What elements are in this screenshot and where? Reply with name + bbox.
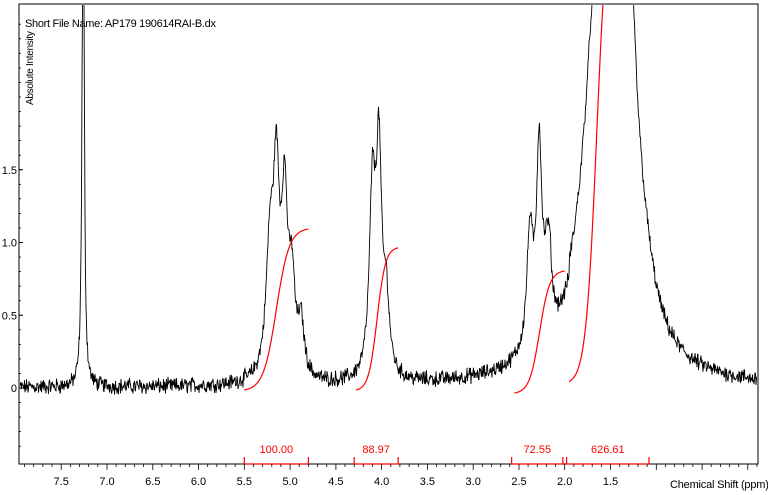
x-tick-label: 3.5 [420, 476, 435, 488]
y-tick-label: 0.5 [2, 310, 17, 322]
x-tick-label: 1.5 [603, 476, 618, 488]
integral-bracket [243, 457, 309, 465]
integral-value-label: 72.55 [524, 444, 552, 456]
x-tick-label: 4.0 [374, 476, 389, 488]
integral-value-label: 88.97 [362, 444, 390, 456]
spectrum-trace [20, 5, 757, 395]
y-axis-title: Absolute Intensity [25, 31, 36, 105]
x-axis-title: Chemical Shift (ppm) [670, 479, 768, 491]
integral-curve [355, 247, 399, 391]
y-tick-label: 1.0 [2, 238, 17, 250]
x-tick-label: 5.0 [282, 476, 297, 488]
x-tick-label: 4.5 [328, 476, 343, 488]
integral-curve [514, 270, 565, 394]
x-tick-label: 7.5 [54, 476, 69, 488]
y-tick-label: 1.5 [2, 165, 17, 177]
integral-value-label: 626.61 [591, 444, 625, 456]
x-tick-label: 5.5 [237, 476, 252, 488]
y-tick-label: 0 [11, 383, 17, 395]
x-tick-label: 2.0 [557, 476, 572, 488]
integral-value-label: 100.00 [259, 444, 293, 456]
file-name-label: Short File Name: AP179 190614RAI-B.dx [25, 18, 216, 30]
x-tick-label: 3.0 [466, 476, 481, 488]
x-tick-label: 6.0 [191, 476, 206, 488]
x-tick-label: 7.0 [99, 476, 114, 488]
x-tick-label: 6.5 [145, 476, 160, 488]
integral-curve [244, 228, 309, 391]
integral-bracket [565, 457, 650, 465]
integral-curve [568, 5, 604, 383]
x-tick-label: 2.5 [511, 476, 526, 488]
